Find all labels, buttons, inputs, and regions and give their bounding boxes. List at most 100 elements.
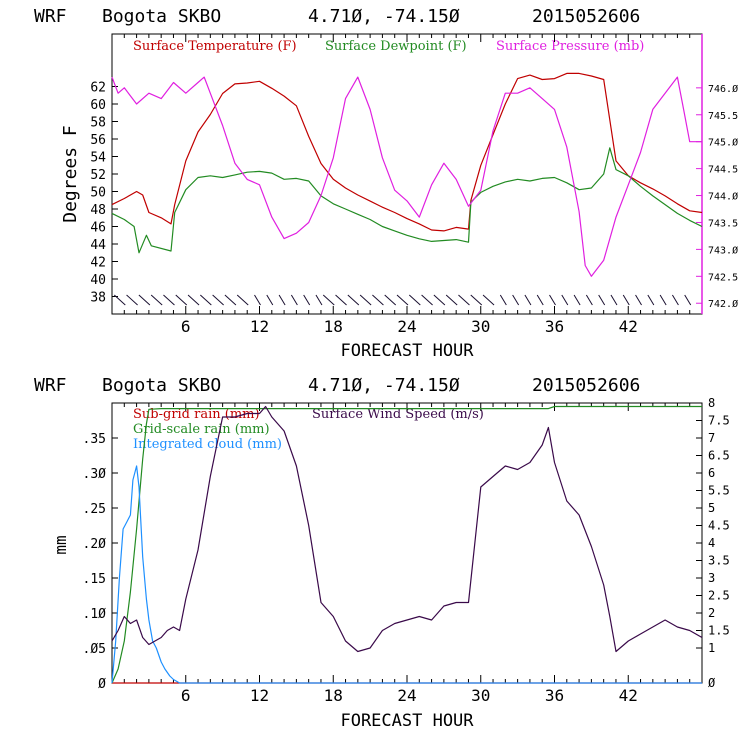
p2-series-integrated-cloud-mm [111, 465, 702, 684]
p2-series-grid-scale-rain-mm [111, 405, 702, 684]
panel2-ylabel: mm [51, 535, 70, 554]
wind-barb [175, 294, 188, 306]
legend-integrated-cloud: Integrated cloud (mm) [133, 437, 282, 452]
wind-barb [536, 294, 544, 306]
p1-y-tick-label: 50 [90, 186, 106, 201]
p2-series-surface-wind-speed-m-s [111, 405, 703, 653]
panel1-frame [111, 33, 703, 315]
wind-barb [372, 294, 384, 306]
p1-y2-tick-label: 742.5 [708, 272, 738, 283]
p1-x-tick-label: 24 [397, 317, 416, 336]
panel2-xlabel: FORECAST HOUR [340, 711, 474, 731]
p2-y-tick-label: .Ø5 [83, 642, 106, 657]
wind-barb [138, 294, 151, 306]
p1-y-tick-label: 46 [90, 221, 106, 236]
p1-series-surface-pressure-mb [111, 76, 702, 277]
p1-y2-tick-label: 745.5 [708, 111, 738, 122]
p1-y-tick-label: 40 [90, 273, 106, 288]
panel2-coords: 4.71Ø, -74.15Ø [308, 375, 460, 396]
wind-barb [359, 294, 372, 306]
wind-barb [278, 294, 286, 306]
panel2-header: WRF Bogota SKBO 4.71Ø, -74.15Ø 201505260… [34, 375, 640, 396]
p2-x-tick-label: 36 [545, 686, 564, 705]
p1-y-tick-label: 44 [90, 238, 106, 253]
panel1-series [111, 72, 703, 277]
p2-y2-tick-label: 1 [708, 641, 715, 655]
p1-y-tick-label: 38 [90, 291, 106, 306]
wind-barb [458, 294, 470, 306]
panel2-run: 2015052606 [532, 375, 640, 396]
wind-barb [347, 294, 360, 306]
wind-barb [549, 294, 556, 306]
p1-y2-tick-label: 746.Ø [708, 83, 738, 95]
p1-y-tick-label: 48 [90, 203, 106, 218]
panel1-station: Bogota SKBO [102, 6, 221, 27]
wind-barb [573, 294, 581, 306]
wind-barb [421, 294, 433, 306]
wind-barb [236, 294, 249, 306]
p2-x-tick-label: 12 [250, 686, 269, 705]
p1-y2-tick-label: 742.Ø [708, 298, 738, 310]
panel2-series [111, 405, 703, 684]
wind-barb [635, 294, 642, 306]
p2-y-tick-label: .15 [83, 572, 106, 587]
wind-barb [647, 294, 655, 306]
p2-y-tick-label: .1Ø [83, 607, 107, 622]
legend-surface-wind-speed: Surface Wind Speed (m/s) [312, 407, 484, 422]
p2-y2-tick-label: 7.5 [708, 414, 730, 428]
p2-y2-tick-label: 3.5 [708, 554, 730, 568]
p1-y2-tick-label: 743.5 [708, 218, 738, 229]
p2-y-tick-label: .35 [83, 432, 106, 447]
wind-barbs-row [113, 294, 692, 306]
precip-panel: mm FORECAST HOUR Sub-grid rain (mm) Grid… [51, 396, 730, 731]
legend-surface-dewpoint: Surface Dewpoint (F) [325, 39, 467, 54]
p1-y2-tick-label: 745.Ø [708, 137, 738, 149]
wind-barb [335, 294, 347, 306]
p2-y2-tick-label: 5.5 [708, 484, 730, 498]
p2-y2-tick-label: 2.5 [708, 589, 730, 603]
p1-y-tick-label: 60 [90, 98, 106, 113]
p2-y2-tick-label: 6 [708, 466, 715, 480]
p2-y-tick-label: Ø [98, 677, 106, 692]
wind-barb [585, 294, 593, 306]
p1-x-tick-label: 12 [250, 317, 269, 336]
panel2-station: Bogota SKBO [102, 375, 221, 396]
wind-barb [470, 294, 483, 306]
p1-y-tick-label: 52 [90, 168, 106, 183]
wind-barb [254, 294, 261, 306]
wind-barb [303, 294, 311, 306]
legend-surface-pressure: Surface Pressure (mb) [496, 39, 644, 54]
p1-series-surface-temperature-f [111, 72, 703, 232]
p2-y2-tick-label: 4.5 [708, 519, 730, 533]
p1-x-tick-label: 36 [545, 317, 564, 336]
wind-barb [671, 294, 679, 306]
temperature-panel: Degrees F FORECAST HOUR Surface Temperat… [60, 33, 738, 361]
wind-barb [482, 294, 495, 306]
wind-barb [384, 294, 397, 306]
wind-barb [622, 294, 630, 306]
p1-x-tick-label: 6 [181, 317, 191, 336]
p2-y-tick-label: .2Ø [83, 537, 107, 552]
wind-barb [212, 294, 224, 306]
panel1-ticks: 6 12 18 24 30 36 42 38 40 42 44 46 48 50 52 54 56 58 60 62 7… [90, 34, 738, 336]
legend-grid-scale-rain: Grid-scale rain (mm) [133, 422, 270, 437]
wind-barb [561, 294, 569, 306]
wind-barb [199, 294, 212, 306]
p1-series-surface-dewpoint-f [111, 147, 703, 254]
legend-surface-temperature: Surface Temperature (F) [133, 39, 297, 54]
panel1-run: 2015052606 [532, 6, 640, 27]
wind-barb [684, 294, 692, 306]
wind-barb [610, 294, 618, 306]
p2-y2-tick-label: Ø [708, 676, 716, 690]
wind-barb [408, 294, 421, 306]
wind-barb [598, 294, 606, 306]
p1-x-tick-label: 42 [619, 317, 638, 336]
wind-barb [163, 294, 175, 306]
wind-barb [290, 294, 298, 306]
p2-x-tick-label: 18 [324, 686, 343, 705]
p2-x-tick-label: 24 [397, 686, 416, 705]
wind-barb [445, 294, 458, 306]
p1-y-tick-label: 54 [90, 151, 106, 166]
p2-y-tick-label: .25 [83, 502, 106, 517]
